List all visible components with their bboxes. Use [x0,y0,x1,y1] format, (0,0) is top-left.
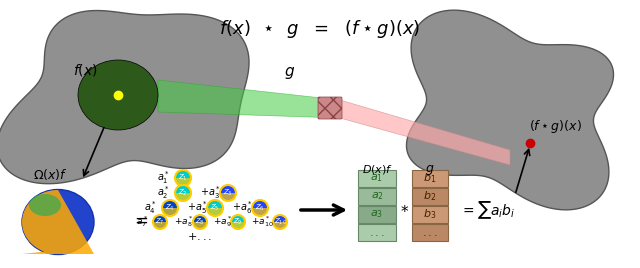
Polygon shape [175,178,191,186]
Polygon shape [22,190,94,254]
Polygon shape [220,193,236,201]
FancyBboxPatch shape [412,224,448,241]
Text: $Z_1$: $Z_1$ [178,173,188,183]
Text: $= \sum a_i b_i$: $= \sum a_i b_i$ [460,199,515,221]
Text: $b_2$: $b_2$ [424,189,436,203]
Ellipse shape [220,185,236,201]
Text: $a_1$: $a_1$ [371,173,383,184]
Text: $+ a_5^*$: $+ a_5^*$ [187,200,208,216]
Polygon shape [406,10,614,210]
Polygon shape [340,100,510,165]
Text: $D(x)f$: $D(x)f$ [362,163,394,176]
Polygon shape [162,208,178,216]
Text: $=$: $=$ [131,211,148,229]
Text: $g$: $g$ [284,65,296,81]
Text: $a_1^*$: $a_1^*$ [157,170,170,187]
Polygon shape [231,222,245,229]
Ellipse shape [22,189,94,255]
Text: $f(x)$: $f(x)$ [73,62,97,78]
Ellipse shape [193,215,207,229]
Polygon shape [153,222,167,229]
Text: $Z_9$: $Z_9$ [233,217,243,227]
FancyBboxPatch shape [358,206,396,223]
Text: $+ a_9^*$: $+ a_9^*$ [213,215,233,229]
Polygon shape [207,208,223,216]
Text: $Z_2$: $Z_2$ [178,188,188,198]
Ellipse shape [175,170,191,186]
Text: $+ a_6^*$: $+ a_6^*$ [232,200,253,216]
FancyBboxPatch shape [358,188,396,205]
Text: $a_2^*$: $a_2^*$ [157,185,170,201]
Text: $Z_4$: $Z_4$ [165,203,175,213]
Text: $b_3$: $b_3$ [423,208,436,221]
Ellipse shape [252,200,268,216]
Text: $a_2$: $a_2$ [371,191,383,202]
Text: $Z_6$: $Z_6$ [255,203,265,213]
Ellipse shape [29,194,61,216]
FancyBboxPatch shape [358,224,396,241]
Text: $\Omega(x)f$: $\Omega(x)f$ [33,167,67,182]
Ellipse shape [78,60,158,130]
Polygon shape [175,193,191,201]
FancyBboxPatch shape [318,97,342,119]
Ellipse shape [153,215,167,229]
Polygon shape [252,208,268,216]
Text: $+ ...$: $+ ...$ [188,232,212,243]
FancyBboxPatch shape [412,170,448,187]
Text: $a_7^*$: $a_7^*$ [136,215,148,229]
Text: $...$: $...$ [369,228,385,237]
FancyBboxPatch shape [358,170,396,187]
Text: $Z_5$: $Z_5$ [210,203,220,213]
Text: $*$: $*$ [401,203,410,218]
Text: $(f \star g)(x)$: $(f \star g)(x)$ [529,118,581,135]
Polygon shape [193,222,207,229]
Text: $Z_7$: $Z_7$ [156,217,164,227]
Text: $b_1$: $b_1$ [423,172,436,185]
FancyBboxPatch shape [412,206,448,223]
Text: $+ a_8^*$: $+ a_8^*$ [174,215,194,229]
Ellipse shape [162,200,178,216]
Text: $+ a_{10}^*$: $+ a_{10}^*$ [251,215,274,229]
Text: $Z_{10}$: $Z_{10}$ [273,217,287,227]
Ellipse shape [175,185,191,201]
Text: $f(x)$  $\star$  $g$  $=$  $(f \star g)(x)$: $f(x)$ $\star$ $g$ $=$ $(f \star g)(x)$ [220,18,420,40]
Text: $...$: $...$ [422,228,438,237]
Ellipse shape [207,200,223,216]
Ellipse shape [273,215,287,229]
Ellipse shape [231,215,245,229]
Text: $a_4^*$: $a_4^*$ [144,200,157,216]
Text: $a_3$: $a_3$ [371,209,383,220]
Polygon shape [273,222,287,229]
Text: $+ a_3^*$: $+ a_3^*$ [200,185,221,201]
FancyBboxPatch shape [412,188,448,205]
Polygon shape [0,10,249,184]
Text: $Z_3$: $Z_3$ [223,188,233,198]
Text: $g$: $g$ [425,163,435,177]
Polygon shape [158,80,340,118]
Text: $Z_8$: $Z_8$ [195,217,205,227]
